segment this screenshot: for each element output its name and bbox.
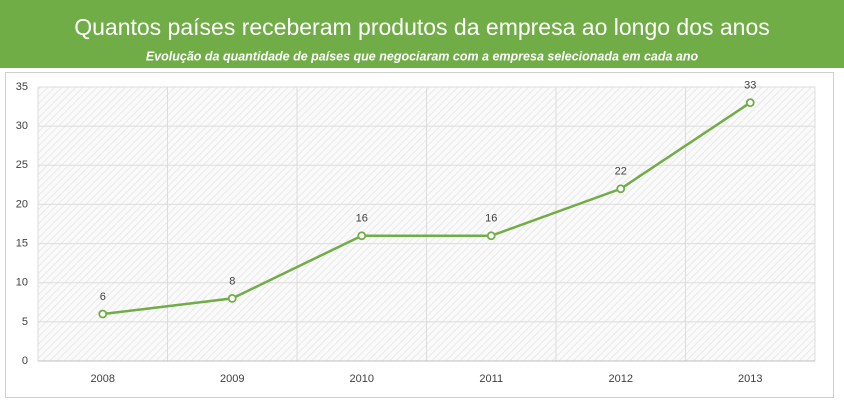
data-point <box>227 293 237 303</box>
x-tick-label: 2008 <box>91 373 115 385</box>
data-point <box>98 309 108 319</box>
data-point <box>745 98 755 108</box>
y-tick-label: 15 <box>16 237 28 249</box>
data-point <box>357 231 367 241</box>
y-tick-label: 5 <box>22 316 28 328</box>
data-point <box>486 231 496 241</box>
data-point <box>616 184 626 194</box>
y-tick-label: 35 <box>16 81 28 93</box>
y-tick-label: 0 <box>22 355 28 367</box>
data-label: 6 <box>100 291 106 303</box>
x-tick-label: 2010 <box>350 373 374 385</box>
y-tick-label: 30 <box>16 120 28 132</box>
x-tick-label: 2009 <box>220 373 244 385</box>
data-label: 22 <box>615 166 627 178</box>
chart-subtitle: Evolução da quantidade de países que neg… <box>146 49 699 63</box>
y-tick-label: 20 <box>16 198 28 210</box>
data-label: 33 <box>744 80 756 92</box>
data-label: 16 <box>485 213 497 225</box>
y-tick-label: 25 <box>16 159 28 171</box>
data-line <box>102 101 751 316</box>
x-tick-label: 2011 <box>479 373 503 385</box>
x-tick-label: 2012 <box>609 373 633 385</box>
data-label: 8 <box>229 275 235 287</box>
header-band <box>0 0 844 68</box>
x-tick-label: 2013 <box>738 373 762 385</box>
data-label: 16 <box>356 213 368 225</box>
y-tick-label: 10 <box>16 277 28 289</box>
chart-title: Quantos países receberam produtos da emp… <box>74 14 770 40</box>
